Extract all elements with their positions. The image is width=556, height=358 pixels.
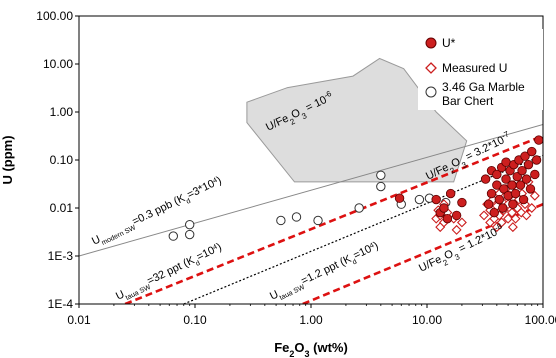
x-tick-label: 1.00 (299, 313, 323, 327)
line-upper-ratio (124, 134, 543, 304)
u-star-point (501, 174, 511, 184)
y-tick-label: 10.00 (43, 57, 73, 71)
u-star-point (510, 188, 521, 199)
u-star-point (508, 199, 518, 209)
x-tick-label: 100.00 (525, 313, 556, 327)
chert-field-polygon (246, 57, 468, 183)
u-star-point (480, 174, 491, 184)
chert-point (168, 231, 178, 241)
measured-u-point (516, 207, 527, 218)
measured-u-point (503, 213, 514, 224)
u-star-point (507, 180, 517, 190)
u-star-point (523, 159, 534, 170)
u-star-point (517, 165, 527, 176)
chert-point (354, 203, 364, 213)
u-star-point (521, 174, 532, 184)
legend: U* Measured U 3.46 Ga Marble Bar Chert (418, 29, 543, 110)
legend-box (418, 29, 543, 110)
chert-point (376, 170, 386, 181)
u-star-point (527, 146, 537, 157)
legend-chert-label-line2: Bar Chert (442, 94, 494, 108)
y-tick-label: 1E-3 (48, 249, 74, 263)
ratio-lines-layer (79, 123, 543, 304)
u-star-point (442, 213, 453, 224)
measured-u-point (456, 217, 467, 228)
u-star-point (518, 194, 529, 205)
chert-point (184, 229, 195, 240)
u-star-point (525, 184, 536, 194)
y-tick-label: 1E-4 (48, 297, 74, 311)
legend-u-star-label: U* (442, 36, 456, 50)
measured-u-point (529, 190, 540, 201)
u-star-point (534, 135, 543, 145)
chert-point (414, 194, 425, 205)
line-middle-ratio (183, 154, 543, 304)
y-ticks: 1E-4 1E-3 0.01 0.10 1.00 10.00 100.00 (36, 9, 79, 311)
measured-u-point (510, 213, 521, 224)
chert-point (291, 212, 302, 222)
chert-point (376, 181, 386, 192)
u-star-point (498, 203, 508, 213)
legend-u-star-marker (425, 37, 437, 49)
x-tick-label: 0.10 (183, 313, 207, 327)
chert-point (184, 219, 195, 230)
line-modern-ratio (79, 123, 543, 257)
chert-point (276, 215, 286, 226)
u-star-point (492, 169, 502, 180)
legend-measured-label: Measured U (442, 61, 507, 75)
chert-field-layer (246, 57, 468, 183)
u-star-point (394, 193, 405, 203)
y-axis-title: U (ppm) (0, 135, 15, 184)
u-star-point (531, 155, 542, 165)
measured-u-point (507, 222, 518, 233)
measured-u-point (491, 222, 502, 233)
legend-chert-label: 3.46 Ga Marble Bar Chert (442, 80, 528, 108)
ratio-lower-label: U/Fe2O3 = 1.2*10-8 (416, 221, 508, 278)
chert-point (313, 215, 323, 226)
measured-u-point (506, 207, 517, 218)
u-star-point (451, 210, 462, 221)
u-star-point (457, 197, 467, 208)
u-star-point (494, 194, 504, 205)
u-star-point (489, 207, 499, 218)
u-star-point (431, 194, 441, 205)
u-star-point (499, 184, 509, 194)
y-tick-label: 0.10 (50, 153, 74, 167)
y-tick-label: 0.01 (50, 201, 74, 215)
u-star-point (483, 199, 494, 209)
legend-chert-label-line1: 3.46 Ga Marble (442, 80, 525, 94)
u-star-point (515, 180, 526, 190)
u-star-point (530, 169, 540, 180)
u-star-point (445, 188, 456, 199)
u-star-point (501, 157, 511, 167)
x-axis-title: Fe2O3 (wt%) (274, 340, 348, 358)
data-points-layer (168, 135, 543, 241)
measured-u-point (451, 224, 462, 235)
y-tick-label: 100.00 (36, 9, 73, 23)
measured-u-point (479, 210, 489, 221)
x-tick-label: 0.01 (67, 313, 91, 327)
u-star-point (439, 203, 449, 213)
legend-measured-marker (425, 62, 437, 74)
legend-chert-marker (425, 86, 437, 98)
y-tick-label: 1.00 (50, 105, 74, 119)
measured-u-point (526, 203, 537, 213)
taua-32-label: Utaua SW=32 ppt (Kd=104) (114, 241, 225, 305)
x-tick-label: 10.00 (412, 313, 442, 327)
u-star-point (520, 151, 530, 161)
measured-u-point (496, 217, 507, 228)
u-star-point (486, 188, 497, 199)
x-ticks: 0.01 0.10 1.00 10.00 100.00 (67, 304, 556, 327)
measured-u-point (521, 210, 532, 221)
modern-sw-label: Umodern SW=0.3 ppb (Kd=3*104) (90, 174, 225, 250)
